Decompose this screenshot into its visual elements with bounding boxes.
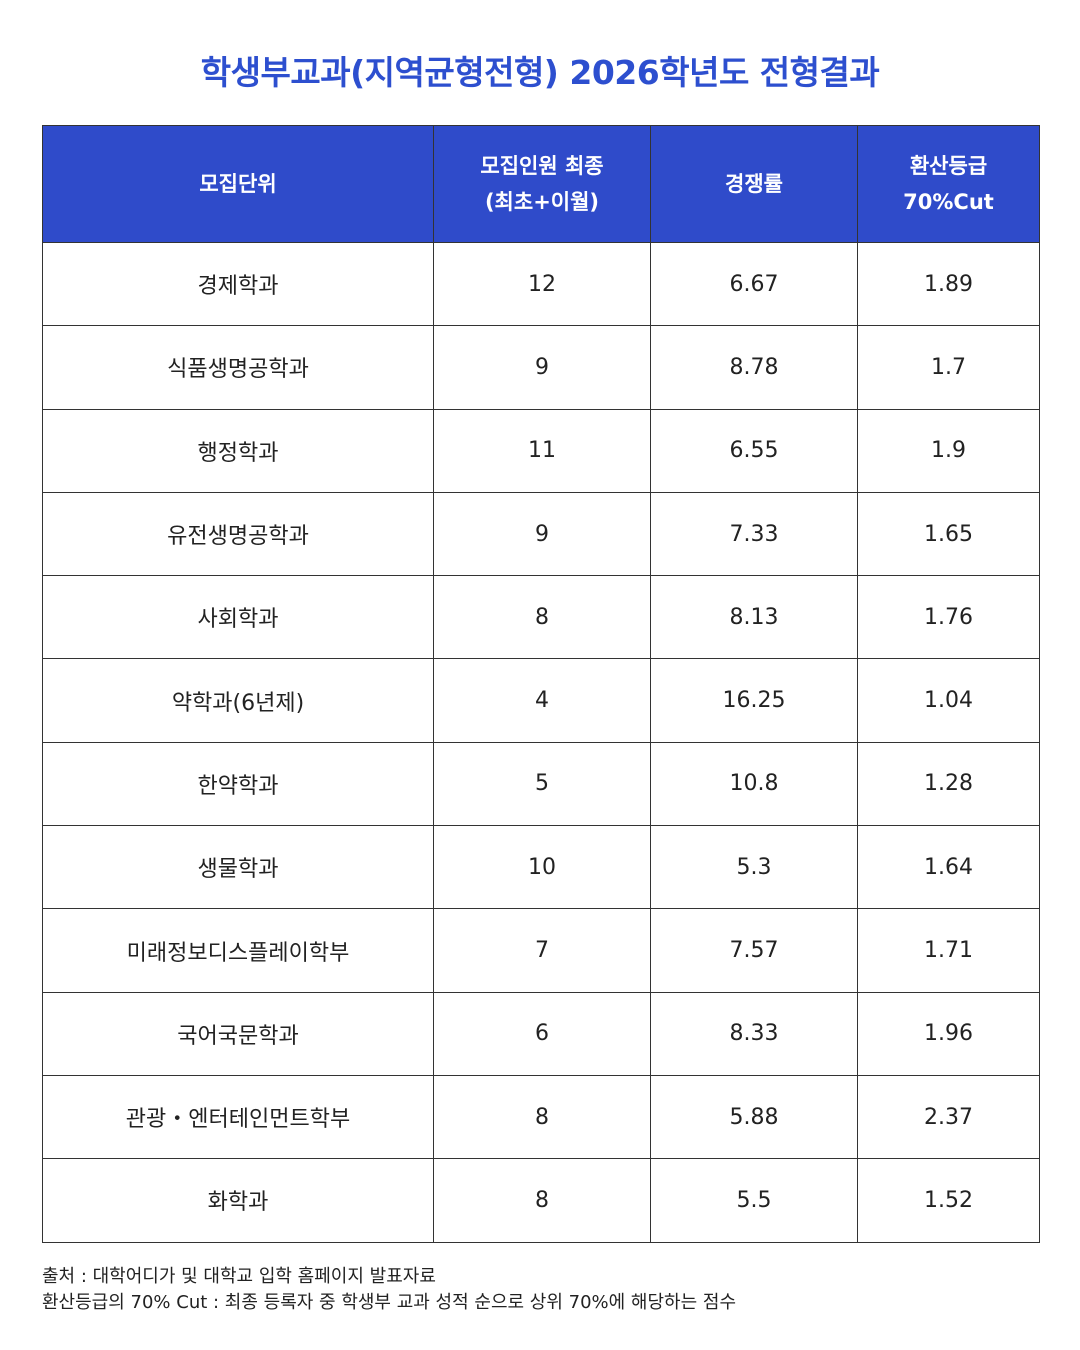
header-line: 70%Cut xyxy=(903,190,994,214)
table-cell: 16.25 xyxy=(650,658,858,743)
table-row: 관광・엔터테인먼트학부 8 5.88 2.37 xyxy=(42,1074,1040,1160)
table-cell: 5.5 xyxy=(650,1158,858,1243)
table-cell: 사회학과 xyxy=(42,575,434,660)
table-cell: 10.8 xyxy=(650,741,858,827)
table-row: 행정학과 11 6.55 1.9 xyxy=(42,408,1040,493)
table-cell: 1.65 xyxy=(857,491,1040,577)
table-cell: 7.57 xyxy=(650,908,858,993)
table-cell: 9 xyxy=(433,325,651,410)
table-row: 화학과 8 5.5 1.52 xyxy=(42,1158,1040,1243)
header-row: 모집단위 모집인원 최종 (최초+이월) 경쟁률 환산등급 70%Cut xyxy=(42,125,1040,243)
footnote: 출처 : 대학어디가 및 대학교 입학 홈페이지 발표자료 xyxy=(42,1266,436,1287)
table-cell: 1.28 xyxy=(857,741,1040,827)
table-cell: 8 xyxy=(433,575,651,660)
table-cell: 1.52 xyxy=(857,1158,1040,1243)
table-cell: 8.33 xyxy=(650,991,858,1076)
table-cell: 1.04 xyxy=(857,658,1040,743)
table-cell: 4 xyxy=(433,658,651,743)
table-cell: 행정학과 xyxy=(42,408,434,493)
table-cell: 5 xyxy=(433,741,651,827)
results-table: 모집단위 모집인원 최종 (최초+이월) 경쟁률 환산등급 70%Cut 경제학과 12 6.… xyxy=(42,125,1040,1243)
table-cell: 12 xyxy=(433,241,651,327)
table-cell: 7 xyxy=(433,908,651,993)
table-row: 생물학과 10 5.3 1.64 xyxy=(42,825,1040,910)
header-line: 모집단위 xyxy=(199,172,277,196)
table-cell: 생물학과 xyxy=(42,825,434,910)
header-line: 환산등급 xyxy=(909,154,988,178)
table-cell: 9 xyxy=(433,491,651,577)
table-cell: 7.33 xyxy=(650,491,858,577)
column-header: 경쟁률 xyxy=(650,125,858,243)
table-cell: 국어국문학과 xyxy=(42,991,434,1076)
table-body: 경제학과 12 6.67 1.89 식품생명공학과 9 8.78 1.7 행정학과 11 6.55 1… xyxy=(42,241,1040,1243)
table-cell: 한약학과 xyxy=(42,741,434,827)
table-cell: 5.88 xyxy=(650,1074,858,1160)
table-row: 미래정보디스플레이학부 7 7.57 1.71 xyxy=(42,908,1040,993)
table-cell: 미래정보디스플레이학부 xyxy=(42,908,434,993)
header-line: (최초+이월) xyxy=(484,190,600,214)
table-cell: 8 xyxy=(433,1158,651,1243)
header-line: 경쟁률 xyxy=(725,172,783,196)
column-header: 모집단위 xyxy=(42,125,434,243)
table-cell: 8.13 xyxy=(650,575,858,660)
table-cell: 관광・엔터테인먼트학부 xyxy=(42,1074,434,1160)
table-cell: 식품생명공학과 xyxy=(42,325,434,410)
table-cell: 5.3 xyxy=(650,825,858,910)
table-cell: 1.96 xyxy=(857,991,1040,1076)
table-cell: 1.9 xyxy=(857,408,1040,493)
column-header: 모집인원 최종 (최초+이월) xyxy=(433,125,651,243)
table-cell: 약학과(6년제) xyxy=(42,658,434,743)
table-cell: 화학과 xyxy=(42,1158,434,1243)
table-row: 유전생명공학과 9 7.33 1.65 xyxy=(42,491,1040,577)
column-header: 환산등급 70%Cut xyxy=(857,125,1040,243)
table-cell: 1.89 xyxy=(857,241,1040,327)
table-cell: 8.78 xyxy=(650,325,858,410)
table-row: 경제학과 12 6.67 1.89 xyxy=(42,241,1040,327)
title: 학생부교과(지역균형전형) 2026학년도 전형결과 xyxy=(200,53,880,92)
table-cell: 6.55 xyxy=(650,408,858,493)
table-row: 식품생명공학과 9 8.78 1.7 xyxy=(42,325,1040,410)
table-row: 약학과(6년제) 4 16.25 1.04 xyxy=(42,658,1040,743)
table-cell: 1.7 xyxy=(857,325,1040,410)
table-cell: 경제학과 xyxy=(42,241,434,327)
table-cell: 2.37 xyxy=(857,1074,1040,1160)
table-cell: 6.67 xyxy=(650,241,858,327)
table-row: 사회학과 8 8.13 1.76 xyxy=(42,575,1040,660)
table-cell: 유전생명공학과 xyxy=(42,491,434,577)
table-cell: 6 xyxy=(433,991,651,1076)
header-line: 모집인원 최종 xyxy=(480,154,604,178)
footnote: 환산등급의 70% Cut : 최종 등록자 중 학생부 교과 성적 순으로 상… xyxy=(42,1292,737,1313)
table-cell: 1.64 xyxy=(857,825,1040,910)
table-cell: 1.76 xyxy=(857,575,1040,660)
table-cell: 11 xyxy=(433,408,651,493)
table-cell: 8 xyxy=(433,1074,651,1160)
table-row: 한약학과 5 10.8 1.28 xyxy=(42,741,1040,827)
table-cell: 10 xyxy=(433,825,651,910)
table-row: 국어국문학과 6 8.33 1.96 xyxy=(42,991,1040,1076)
table-cell: 1.71 xyxy=(857,908,1040,993)
